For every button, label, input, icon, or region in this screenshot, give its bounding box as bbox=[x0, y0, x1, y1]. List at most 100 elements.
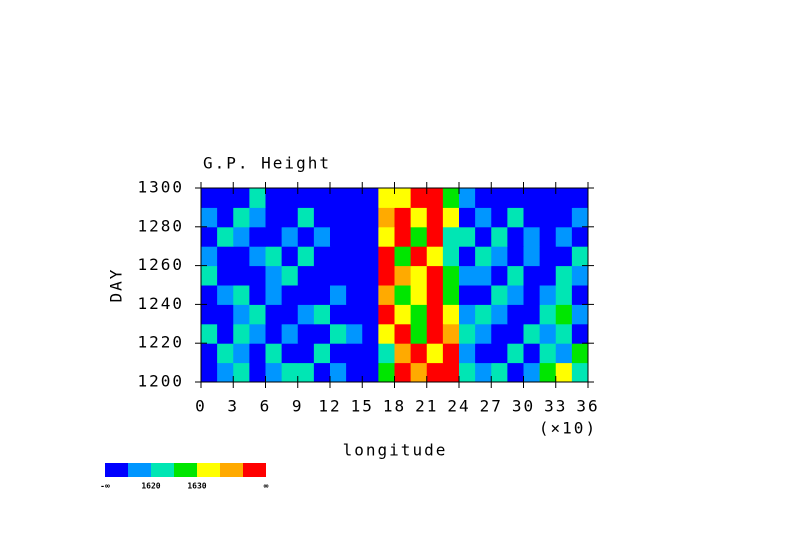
heatmap-cell bbox=[459, 246, 476, 267]
heatmap-cell bbox=[330, 226, 347, 247]
x-tick-label: 12 bbox=[318, 397, 341, 416]
heatmap-cell bbox=[475, 285, 492, 305]
heatmap-cell bbox=[330, 362, 347, 383]
heatmap-cell bbox=[265, 226, 283, 247]
heatmap-cell bbox=[442, 246, 460, 267]
heatmap-cell bbox=[362, 362, 379, 383]
heatmap-cell bbox=[281, 285, 299, 305]
heatmap-cell bbox=[297, 246, 315, 267]
heatmap-cell bbox=[555, 323, 573, 344]
heatmap-cell bbox=[523, 304, 541, 325]
heatmap-cell bbox=[507, 207, 524, 228]
heatmap-cell bbox=[233, 362, 250, 383]
y-tick-label: 1260 bbox=[137, 255, 184, 274]
colorbar-label: ∞ bbox=[264, 482, 269, 491]
heatmap-cell bbox=[539, 362, 557, 383]
heatmap-cell bbox=[507, 285, 524, 305]
heatmap-cell bbox=[394, 226, 412, 247]
colorbar-label: -∞ bbox=[100, 482, 110, 491]
heatmap-cell bbox=[491, 323, 508, 344]
x-tick-label: 24 bbox=[447, 397, 470, 416]
heatmap-cell bbox=[475, 246, 492, 267]
heatmap-cell bbox=[346, 246, 363, 267]
heatmap-cell bbox=[346, 207, 363, 228]
heatmap-cell bbox=[555, 343, 573, 364]
heatmap-cell bbox=[362, 207, 379, 228]
x-tick-label: 3 bbox=[227, 397, 239, 416]
heatmap-cell bbox=[378, 265, 395, 286]
heatmap-cell bbox=[313, 188, 331, 208]
heatmap-cell bbox=[265, 362, 283, 383]
x-tick-label: 27 bbox=[480, 397, 503, 416]
heatmap-cell bbox=[442, 304, 460, 325]
heatmap-cell bbox=[249, 207, 266, 228]
heatmap-cell bbox=[281, 246, 299, 267]
heatmap-cell bbox=[297, 207, 315, 228]
heatmap-cell bbox=[297, 343, 315, 364]
heatmap-cell bbox=[491, 304, 508, 325]
heatmap-cell bbox=[426, 285, 444, 305]
heatmap-cell bbox=[523, 188, 541, 208]
heatmap-cell bbox=[297, 362, 315, 383]
heatmap-cell bbox=[297, 265, 315, 286]
heatmap-cell bbox=[249, 226, 266, 247]
heatmap-cell bbox=[442, 285, 460, 305]
heatmap-cell bbox=[507, 246, 524, 267]
heatmap-cell bbox=[217, 304, 234, 325]
heatmap-cell bbox=[281, 207, 299, 228]
heatmap-cell bbox=[249, 265, 266, 286]
heatmap-cell bbox=[539, 323, 557, 344]
heatmap-cell bbox=[571, 265, 589, 286]
heatmap-cell bbox=[281, 265, 299, 286]
heatmap-cell bbox=[265, 188, 283, 208]
heatmap-cell bbox=[410, 285, 428, 305]
heatmap-cell bbox=[217, 323, 234, 344]
heatmap-cell bbox=[201, 188, 218, 208]
heatmap-cell bbox=[539, 188, 557, 208]
y-tick-label: 1240 bbox=[137, 294, 184, 313]
heatmap-cell bbox=[410, 226, 428, 247]
heatmap-cell bbox=[217, 188, 234, 208]
heatmap-cell bbox=[265, 343, 283, 364]
heatmap-cell bbox=[201, 207, 218, 228]
heatmap-cell bbox=[555, 362, 573, 383]
heatmap-cell bbox=[362, 343, 379, 364]
heatmap-cell bbox=[362, 304, 379, 325]
heatmap-cell bbox=[491, 226, 508, 247]
x-tick-label: 0 bbox=[195, 397, 207, 416]
x-tick-label: 9 bbox=[292, 397, 304, 416]
heatmap-cell bbox=[571, 304, 589, 325]
heatmap-cell bbox=[475, 362, 492, 383]
heatmap-cell bbox=[313, 343, 331, 364]
heatmap-cell bbox=[217, 362, 234, 383]
heatmap-cell bbox=[571, 226, 589, 247]
heatmap-cell bbox=[491, 285, 508, 305]
heatmap-cell bbox=[233, 323, 250, 344]
heatmap-cell bbox=[233, 226, 250, 247]
colorbar-box bbox=[151, 463, 174, 477]
heatmap-cell bbox=[523, 285, 541, 305]
heatmap-cell bbox=[297, 188, 315, 208]
x-tick-label: 33 bbox=[544, 397, 567, 416]
heatmap-cell bbox=[459, 265, 476, 286]
heatmap-cell bbox=[217, 207, 234, 228]
heatmap-cell bbox=[201, 304, 218, 325]
heatmap-cell bbox=[281, 323, 299, 344]
heatmap-cell bbox=[507, 362, 524, 383]
colorbar-box bbox=[174, 463, 197, 477]
heatmap-cell bbox=[459, 343, 476, 364]
heatmap-cell bbox=[459, 207, 476, 228]
heatmap-cell bbox=[442, 323, 460, 344]
heatmap-cell bbox=[426, 304, 444, 325]
heatmap-cell bbox=[233, 285, 250, 305]
heatmap-cell bbox=[378, 362, 395, 383]
heatmap-cell bbox=[201, 362, 218, 383]
heatmap-cell bbox=[265, 323, 283, 344]
heatmap-cell bbox=[539, 285, 557, 305]
heatmap-cell bbox=[362, 323, 379, 344]
heatmap-cell bbox=[362, 188, 379, 208]
heatmap-cell bbox=[571, 246, 589, 267]
heatmap-cell bbox=[523, 265, 541, 286]
heatmap-cell bbox=[426, 246, 444, 267]
